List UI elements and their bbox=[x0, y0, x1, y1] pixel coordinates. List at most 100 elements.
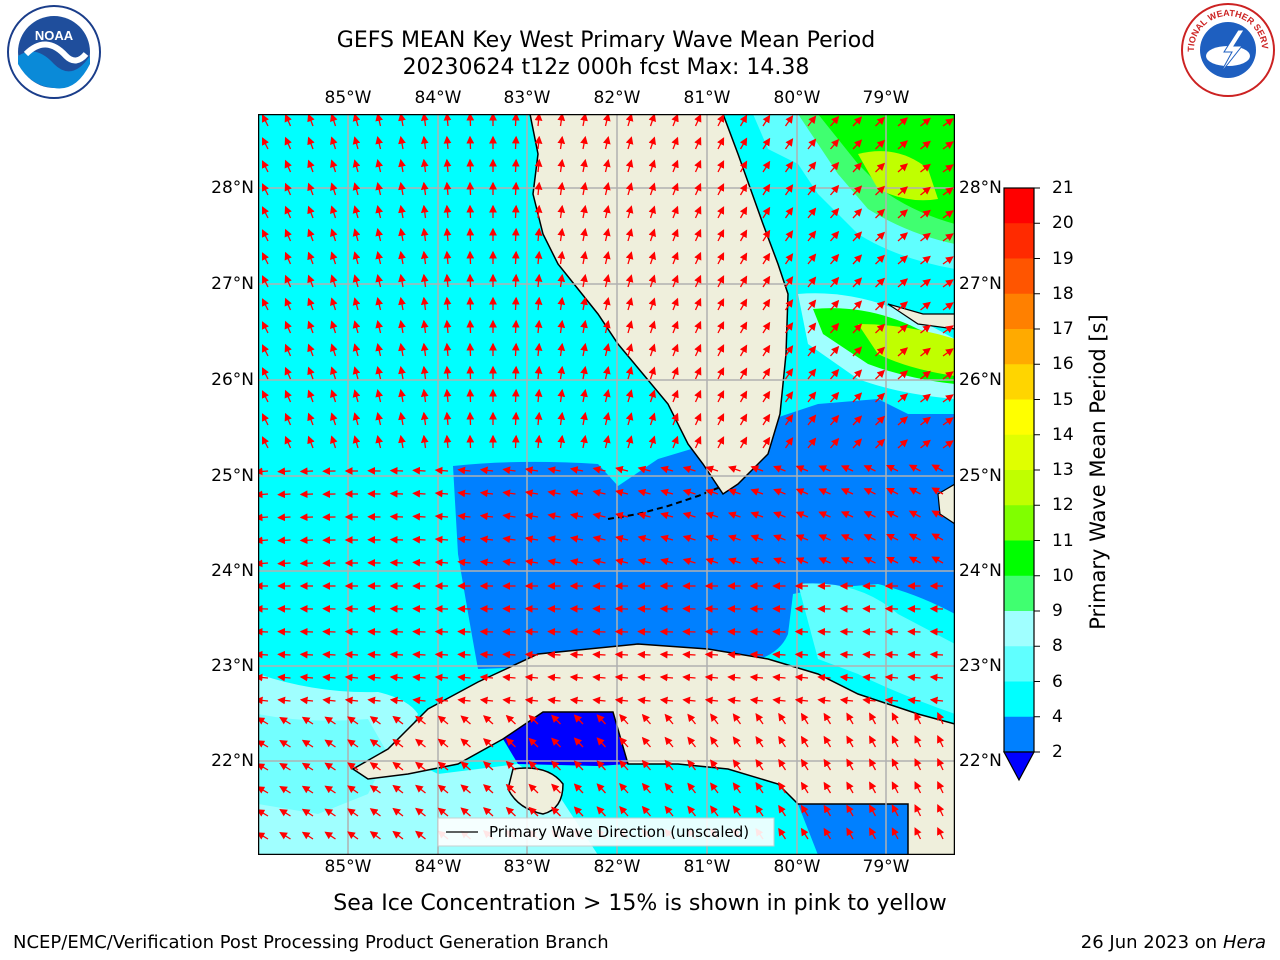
colorbar-segment bbox=[1004, 329, 1034, 365]
wave-arrow bbox=[852, 139, 863, 150]
wave-arrow bbox=[625, 389, 634, 403]
wave-arrow bbox=[869, 781, 877, 794]
wave-arrow bbox=[580, 434, 588, 449]
wave-arrow bbox=[511, 388, 520, 403]
wave-arrow bbox=[505, 760, 516, 771]
wave-arrow bbox=[466, 365, 475, 380]
wave-arrow bbox=[284, 251, 292, 265]
wave-arrow bbox=[479, 673, 494, 682]
wave-arrow bbox=[258, 717, 269, 725]
wave-arrow bbox=[483, 807, 494, 817]
wave-arrow bbox=[602, 343, 611, 357]
colorbar-segment bbox=[1004, 681, 1034, 718]
wave-arrow bbox=[592, 558, 606, 566]
left-tick-label: 23°N bbox=[211, 656, 254, 676]
colorbar-tick-label: 16 bbox=[1052, 354, 1074, 375]
wave-arrow bbox=[528, 806, 539, 817]
wave-arrow bbox=[602, 274, 611, 288]
wave-arrow bbox=[466, 342, 475, 357]
wave-arrow bbox=[694, 136, 702, 150]
wave-arrow bbox=[602, 228, 611, 242]
wave-arrow bbox=[755, 759, 764, 771]
wave-arrow bbox=[717, 183, 725, 196]
wave-arrow bbox=[502, 489, 516, 498]
wave-arrow bbox=[420, 114, 429, 127]
wave-arrow bbox=[727, 488, 741, 496]
wave-arrow bbox=[840, 488, 854, 496]
wave-arrow bbox=[557, 365, 566, 380]
wave-arrow bbox=[479, 558, 494, 567]
wave-arrow bbox=[602, 159, 611, 173]
wave-arrow bbox=[524, 558, 539, 566]
wave-arrow bbox=[524, 673, 539, 682]
wave-arrow bbox=[466, 227, 475, 242]
colorbar-title: Primary Wave Mean Period [s] bbox=[1086, 314, 1110, 630]
wave-arrow bbox=[897, 347, 908, 357]
wave-arrow bbox=[551, 737, 561, 748]
right-tick-label: 25°N bbox=[959, 466, 1002, 486]
wave-arrow bbox=[502, 696, 516, 705]
colorbar-tick-label: 10 bbox=[1052, 565, 1074, 586]
wave-arrow bbox=[573, 760, 584, 771]
wave-arrow bbox=[602, 297, 611, 311]
wave-arrow bbox=[502, 466, 516, 475]
wave-arrow bbox=[619, 714, 629, 725]
wave-arrow bbox=[762, 160, 771, 173]
wave-arrow bbox=[732, 713, 742, 725]
wave-arrow bbox=[279, 740, 291, 748]
wave-arrow bbox=[830, 299, 840, 311]
right-tick-label: 27°N bbox=[959, 274, 1002, 294]
wave-arrow bbox=[602, 435, 611, 449]
wave-arrow bbox=[434, 535, 449, 544]
bottom-tick-label: 80°W bbox=[773, 857, 821, 877]
wave-arrow bbox=[625, 228, 634, 242]
wave-arrow bbox=[920, 140, 931, 150]
wave-arrow bbox=[460, 807, 471, 817]
wave-arrow bbox=[460, 784, 471, 794]
wave-arrow bbox=[942, 141, 954, 150]
wave-arrow bbox=[479, 489, 494, 498]
wave-arrow bbox=[641, 759, 651, 771]
wave-arrow bbox=[937, 712, 945, 725]
wave-arrow bbox=[352, 182, 361, 196]
wave-arrow bbox=[637, 673, 651, 682]
wave-arrow bbox=[794, 650, 809, 659]
wave-arrow bbox=[886, 534, 899, 542]
wave-arrow bbox=[694, 251, 702, 265]
wave-arrow bbox=[648, 320, 656, 334]
wave-arrow bbox=[398, 319, 406, 334]
wave-arrow bbox=[434, 627, 449, 636]
wave-arrow bbox=[434, 489, 449, 498]
wave-arrow bbox=[717, 436, 725, 449]
wave-arrow bbox=[524, 627, 539, 636]
wave-arrow bbox=[648, 251, 656, 265]
wave-arrow bbox=[739, 160, 748, 173]
wave-arrow bbox=[637, 696, 651, 705]
wave-arrow bbox=[739, 390, 748, 403]
colorbar-tick-label: 13 bbox=[1052, 460, 1074, 480]
wave-arrow bbox=[258, 467, 269, 476]
wave-arrow bbox=[830, 391, 840, 403]
wave-arrow bbox=[762, 367, 771, 380]
wave-arrow bbox=[434, 673, 449, 682]
wave-arrow bbox=[307, 114, 315, 127]
wave-arrow bbox=[671, 274, 679, 288]
wave-arrow bbox=[352, 435, 361, 449]
wave-arrow bbox=[664, 782, 674, 794]
wave-arrow bbox=[846, 712, 854, 725]
wave-arrow bbox=[389, 673, 404, 682]
wave-arrow bbox=[547, 512, 561, 520]
wave-arrow bbox=[534, 181, 543, 196]
wave-arrow bbox=[891, 827, 899, 840]
colorbar-tick-label: 20 bbox=[1052, 213, 1074, 234]
wave-arrow bbox=[875, 346, 886, 357]
wave-arrow bbox=[398, 342, 406, 357]
wave-arrow bbox=[573, 783, 584, 794]
wave-arrow bbox=[897, 393, 908, 403]
wave-arrow bbox=[641, 805, 651, 817]
wave-period-map: Primary Wave Direction (unscaled) bbox=[258, 114, 955, 855]
wave-arrow bbox=[830, 345, 840, 357]
wave-arrow bbox=[277, 513, 291, 522]
wave-arrow bbox=[863, 557, 876, 565]
wave-arrow bbox=[671, 205, 679, 219]
